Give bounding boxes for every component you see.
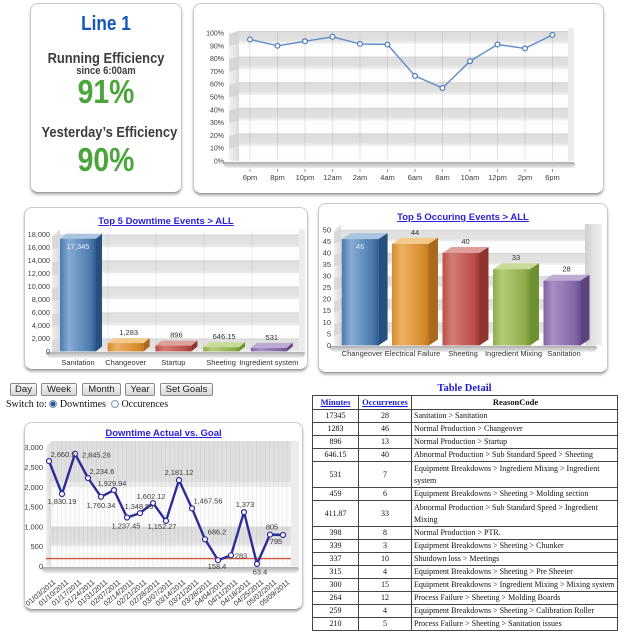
svg-text:531: 531 bbox=[266, 333, 279, 342]
svg-text:63.4: 63.4 bbox=[253, 568, 267, 577]
svg-text:0: 0 bbox=[46, 347, 50, 356]
svg-text:2,000: 2,000 bbox=[24, 483, 43, 492]
svg-text:1,467.56: 1,467.56 bbox=[194, 496, 223, 505]
svg-text:30%: 30% bbox=[210, 120, 224, 127]
svg-text:50: 50 bbox=[323, 225, 331, 234]
svg-text:46: 46 bbox=[356, 242, 364, 251]
svg-text:15: 15 bbox=[323, 306, 331, 315]
svg-text:5: 5 bbox=[327, 329, 331, 338]
svg-text:20%: 20% bbox=[210, 133, 224, 140]
svg-text:10,000: 10,000 bbox=[28, 282, 50, 291]
svg-text:8am: 8am bbox=[435, 173, 450, 182]
svg-text:33: 33 bbox=[512, 253, 520, 262]
svg-text:4am: 4am bbox=[380, 173, 395, 182]
svg-text:158.4: 158.4 bbox=[208, 562, 227, 571]
svg-text:80%: 80% bbox=[210, 56, 224, 63]
svg-text:2,660.5: 2,660.5 bbox=[51, 450, 76, 459]
svg-text:686.2: 686.2 bbox=[208, 527, 227, 536]
svg-text:896: 896 bbox=[170, 331, 183, 340]
svg-text:Changeover: Changeover bbox=[105, 358, 146, 367]
svg-text:6pm: 6pm bbox=[545, 173, 560, 182]
svg-text:0: 0 bbox=[327, 341, 331, 350]
svg-text:2,845.26: 2,845.26 bbox=[82, 450, 111, 459]
svg-text:Sanitation: Sanitation bbox=[547, 349, 580, 358]
svg-text:Ingredient Mixing: Ingredient Mixing bbox=[485, 349, 542, 358]
svg-text:14,000: 14,000 bbox=[28, 256, 50, 265]
svg-text:2,234.6: 2,234.6 bbox=[90, 467, 115, 476]
svg-text:60%: 60% bbox=[210, 82, 224, 89]
svg-text:45: 45 bbox=[323, 237, 331, 246]
svg-text:90%: 90% bbox=[210, 43, 224, 50]
svg-text:8,000: 8,000 bbox=[32, 295, 50, 304]
svg-text:Startup: Startup bbox=[161, 358, 185, 367]
svg-text:Changeover: Changeover bbox=[342, 349, 383, 358]
svg-text:100%: 100% bbox=[206, 31, 224, 38]
svg-text:1,237.45: 1,237.45 bbox=[112, 522, 141, 531]
svg-text:40: 40 bbox=[323, 249, 331, 258]
svg-text:2am: 2am bbox=[353, 173, 368, 182]
svg-text:1,500: 1,500 bbox=[24, 503, 43, 512]
svg-text:30: 30 bbox=[323, 272, 331, 281]
svg-text:Sheeting: Sheeting bbox=[448, 349, 478, 358]
svg-text:1,602.12: 1,602.12 bbox=[137, 492, 166, 501]
svg-text:Electrical Failure: Electrical Failure bbox=[385, 349, 440, 358]
svg-text:25: 25 bbox=[323, 283, 331, 292]
svg-text:1,283: 1,283 bbox=[119, 328, 138, 337]
svg-text:12am: 12am bbox=[323, 173, 342, 182]
svg-text:2,000: 2,000 bbox=[32, 334, 50, 343]
svg-text:2pm: 2pm bbox=[518, 173, 533, 182]
svg-text:10%: 10% bbox=[210, 146, 224, 153]
svg-text:40: 40 bbox=[461, 237, 469, 246]
svg-text:2,500: 2,500 bbox=[24, 463, 43, 472]
svg-text:Ingredient system: Ingredient system bbox=[239, 358, 298, 367]
svg-text:0: 0 bbox=[39, 562, 43, 571]
svg-text:6,000: 6,000 bbox=[32, 308, 50, 317]
svg-text:18,000: 18,000 bbox=[28, 230, 50, 239]
svg-text:35: 35 bbox=[323, 260, 331, 269]
svg-text:Sanitation: Sanitation bbox=[61, 358, 94, 367]
svg-text:3,000: 3,000 bbox=[24, 443, 43, 452]
svg-text:17,345: 17,345 bbox=[67, 242, 90, 251]
svg-text:1,348.59: 1,348.59 bbox=[125, 502, 154, 511]
svg-text:500: 500 bbox=[30, 542, 43, 551]
svg-text:70%: 70% bbox=[210, 69, 224, 76]
svg-text:1,929.94: 1,929.94 bbox=[98, 479, 127, 488]
svg-text:6pm: 6pm bbox=[243, 173, 258, 182]
svg-text:10am: 10am bbox=[461, 173, 480, 182]
svg-text:28: 28 bbox=[562, 265, 570, 274]
svg-text:1,373: 1,373 bbox=[236, 500, 255, 509]
svg-text:Sheeting: Sheeting bbox=[206, 358, 236, 367]
svg-text:283: 283 bbox=[235, 551, 247, 560]
svg-text:795: 795 bbox=[270, 537, 282, 546]
svg-text:10: 10 bbox=[323, 318, 331, 327]
svg-text:4,000: 4,000 bbox=[32, 321, 50, 330]
svg-text:12,000: 12,000 bbox=[28, 269, 50, 278]
svg-text:1,830.19: 1,830.19 bbox=[48, 497, 77, 506]
svg-text:50%: 50% bbox=[210, 95, 224, 102]
svg-text:2,181.12: 2,181.12 bbox=[165, 468, 194, 477]
svg-text:646.15: 646.15 bbox=[213, 332, 236, 341]
svg-text:805: 805 bbox=[266, 523, 278, 532]
svg-text:8pm: 8pm bbox=[270, 173, 285, 182]
svg-text:1,760.34: 1,760.34 bbox=[87, 501, 116, 510]
svg-text:1,152.27: 1,152.27 bbox=[148, 522, 177, 531]
svg-text:12pm: 12pm bbox=[488, 173, 507, 182]
svg-text:44: 44 bbox=[411, 228, 419, 237]
svg-text:40%: 40% bbox=[210, 107, 224, 114]
svg-text:16,000: 16,000 bbox=[28, 243, 50, 252]
svg-text:0%: 0% bbox=[214, 159, 224, 166]
svg-text:20: 20 bbox=[323, 295, 331, 304]
svg-text:6am: 6am bbox=[408, 173, 423, 182]
svg-text:1,000: 1,000 bbox=[24, 522, 43, 531]
svg-text:10pm: 10pm bbox=[296, 173, 315, 182]
